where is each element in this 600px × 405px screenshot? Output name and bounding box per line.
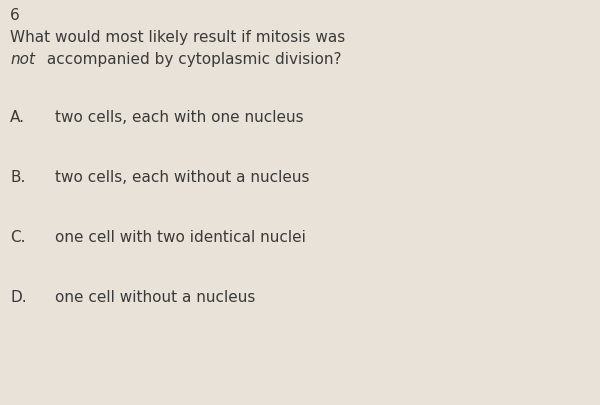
Text: D.: D. [10,290,26,305]
Text: B.: B. [10,170,25,185]
Text: A.: A. [10,110,25,125]
Text: not: not [10,52,35,67]
Text: one cell with two identical nuclei: one cell with two identical nuclei [55,230,306,245]
Text: accompanied by cytoplasmic division?: accompanied by cytoplasmic division? [42,52,342,67]
Text: one cell without a nucleus: one cell without a nucleus [55,290,256,305]
Text: What would most likely result if mitosis was: What would most likely result if mitosis… [10,30,345,45]
Text: C.: C. [10,230,25,245]
Text: two cells, each with one nucleus: two cells, each with one nucleus [55,110,304,125]
Text: 6: 6 [10,8,20,23]
Text: two cells, each without a nucleus: two cells, each without a nucleus [55,170,310,185]
